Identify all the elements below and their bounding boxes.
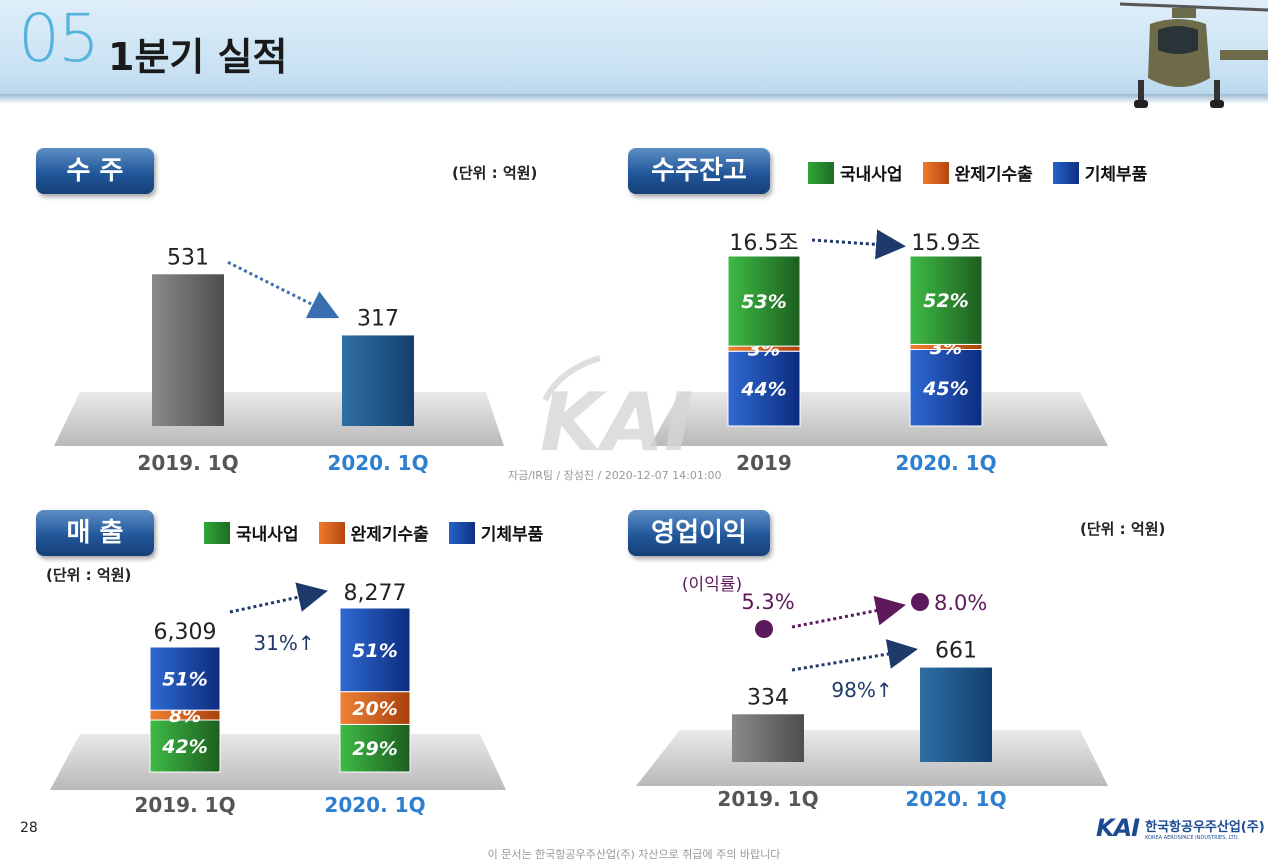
orders-value-0: 531 (167, 245, 209, 270)
orders-floor (54, 392, 504, 446)
orders-bar-1 (342, 335, 414, 426)
sales-total-1: 8,277 (344, 581, 407, 606)
sales-growth: 31%↑ (253, 631, 314, 655)
section-number: 05 (18, 0, 100, 77)
footer-notice: 이 문서는 한국항공우주산업(주) 자산으로 취급에 주의 바랍니다 (487, 848, 781, 861)
orders-unit: (단위 : 억원) (452, 164, 538, 182)
orders-arrow (227, 260, 340, 319)
backlog-category-1: 2020. 1Q (895, 451, 996, 475)
legend-swatch-export (922, 161, 949, 184)
backlog-label-domestic-1: 52% (923, 290, 968, 312)
sales-legend: 국내사업 완제기수출 기체부품 (204, 520, 563, 545)
legend-domestic-label: 국내사업 (236, 525, 299, 545)
legend-export-label: 완제기수출 (954, 165, 1033, 185)
sales-label-parts-0: 51% (162, 669, 207, 691)
sales-label-domestic-1: 29% (352, 738, 397, 760)
helicopter-icon (1120, 2, 1268, 108)
op-arrow (791, 639, 918, 672)
backlog-category-0: 2019 (736, 451, 792, 475)
kai-logo: KAI 한국항공우주산업(주) KOREA AEROSPACE INDUSTRI… (1096, 814, 1265, 842)
kai-swoosh-icon (542, 355, 601, 402)
sales-label: 매 출 (36, 510, 154, 556)
header-band (0, 0, 1268, 100)
op-margin-point-0 (755, 620, 773, 638)
page-title: 1분기 실적 (108, 35, 288, 79)
sales-label-domestic-0: 42% (161, 736, 207, 758)
sales-unit: (단위 : 억원) (46, 566, 132, 584)
orders-bar-0 (152, 274, 224, 426)
legend-swatch-parts (448, 521, 475, 544)
op-margin-arrow (791, 595, 906, 629)
sales-segment-parts-1 (339, 607, 411, 693)
backlog-total-0: 16.5조 (729, 231, 798, 256)
orders-category-0: 2019. 1Q (137, 451, 238, 475)
logo-korean: 한국항공우주산업(주) (1145, 819, 1265, 835)
backlog-floor (650, 392, 1108, 446)
op-value-1: 661 (935, 639, 977, 664)
sales-label-export-1: 20% (352, 698, 397, 720)
legend-parts-label: 기체부품 (1084, 165, 1148, 185)
op-margin-point-1 (911, 593, 929, 611)
kai-watermark-icon: KAI (540, 376, 694, 469)
watermark-text: 자금/IR팀 / 장성진 / 2020-12-07 14:01:00 (508, 469, 722, 482)
legend-swatch-domestic (808, 161, 834, 184)
backlog-segment-domestic-0 (727, 255, 801, 347)
orders-category-1: 2020. 1Q (327, 451, 428, 475)
sales-segment-domestic-0 (149, 719, 221, 773)
op-margin-label-1: 8.0% (934, 591, 987, 615)
orders-value-1: 317 (357, 306, 399, 331)
backlog-label-domestic-0: 53% (741, 291, 786, 313)
header-divider (0, 94, 1268, 104)
backlog-label: 수주잔고 (628, 148, 770, 194)
op-margin-caption: (이익률) (682, 575, 742, 595)
op-value-0: 334 (747, 685, 789, 710)
sales-category-0: 2019. 1Q (134, 793, 235, 817)
sales-arrow (229, 582, 328, 614)
sales-total-0: 6,309 (154, 620, 217, 645)
backlog-arrow (811, 229, 906, 260)
legend-swatch-export (318, 521, 345, 544)
sales-segment-export-1 (339, 691, 411, 725)
legend-swatch-domestic (204, 521, 230, 544)
legend-parts: 기체부품 (1052, 160, 1148, 185)
orders-label: 수 주 (36, 148, 154, 194)
legend-export: 완제기수출 (318, 520, 429, 545)
op-bar-0 (732, 714, 804, 762)
legend-parts: 기체부품 (448, 520, 544, 545)
legend-export-label: 완제기수출 (350, 525, 429, 545)
op-profit-label: 영업이익 (628, 510, 770, 556)
op-floor (636, 730, 1108, 786)
legend-domestic: 국내사업 (808, 160, 903, 185)
sales-floor (50, 734, 506, 790)
backlog-segment-domestic-1 (909, 255, 983, 345)
op-profit-unit: (단위 : 억원) (1080, 520, 1166, 538)
backlog-total-1: 15.9조 (911, 231, 980, 256)
logo-mark: KAI (1096, 814, 1140, 842)
backlog-legend: 국내사업 완제기수출 기체부품 (808, 160, 1167, 185)
legend-domestic: 국내사업 (204, 520, 299, 545)
sales-segment-parts-0 (149, 646, 221, 711)
backlog-label-parts-1: 45% (922, 378, 968, 400)
legend-swatch-parts (1052, 161, 1079, 184)
legend-domestic-label: 국내사업 (840, 165, 903, 185)
legend-export: 완제기수출 (922, 160, 1033, 185)
sales-segment-domestic-1 (339, 723, 411, 773)
logo-english: KOREA AEROSPACE INDUSTRIES, LTD. (1145, 834, 1240, 841)
backlog-label-parts-0: 44% (740, 379, 786, 401)
op-margin-label-0: 5.3% (741, 590, 794, 614)
page-number: 28 (20, 820, 38, 836)
legend-parts-label: 기체부품 (480, 525, 544, 545)
backlog-segment-parts-0 (727, 350, 801, 427)
sales-category-1: 2020. 1Q (324, 793, 425, 817)
op-growth: 98%↑ (831, 678, 892, 702)
op-category-0: 2019. 1Q (717, 787, 818, 811)
sales-label-parts-1: 51% (352, 640, 397, 662)
op-category-1: 2020. 1Q (905, 787, 1006, 811)
op-bar-1 (920, 667, 992, 762)
